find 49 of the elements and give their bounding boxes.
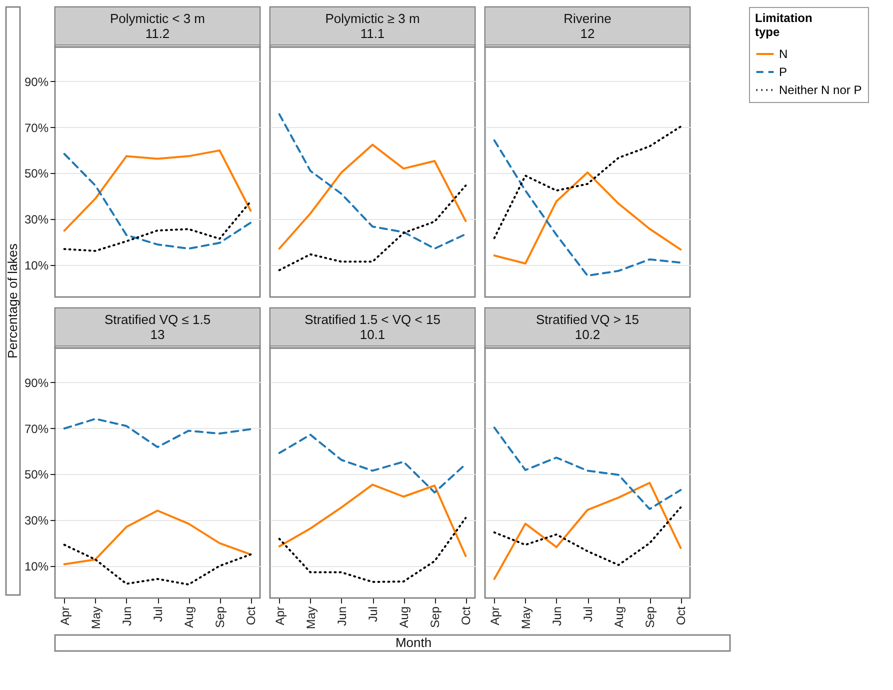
y-axis-title: Percentage of lakes <box>5 243 20 358</box>
x-tick-label: Apr <box>272 606 287 626</box>
x-tick-label: Oct <box>674 606 688 626</box>
x-tick-label: Oct <box>459 606 474 626</box>
y-tick-label: 90% <box>24 376 49 390</box>
x-tick-label: Jun <box>334 606 349 626</box>
x-tick-label: Sep <box>428 606 442 628</box>
line-series <box>63 152 252 250</box>
legend-label: P <box>779 65 788 79</box>
chart-title: Stratified VQ > 15 10.2 <box>536 312 639 342</box>
legend-label: N <box>779 47 788 61</box>
y-tick-label: 50% <box>24 166 49 181</box>
x-tick-label: Sep <box>643 606 658 628</box>
chart-title: Stratified 1.5 < VQ < 15 10.1 <box>304 312 440 342</box>
legend-label: Neither N nor P <box>779 83 862 97</box>
line-series <box>63 544 252 586</box>
x-tick-label: Jun <box>120 606 134 626</box>
y-tick-label: 50% <box>24 468 49 482</box>
x-tick-label: May <box>518 606 533 630</box>
x-tick-label: Sep <box>213 606 228 628</box>
chart-title: Polymictic ≥ 3 m 11.1 <box>325 11 420 41</box>
line-series <box>63 149 252 232</box>
y-tick-label: 30% <box>24 212 49 227</box>
line-series <box>63 510 252 566</box>
chart-title: Riverine 12 <box>564 11 612 41</box>
chart-title: Stratified VQ ≤ 1.5 13 <box>104 312 211 342</box>
x-tick-label: Oct <box>244 606 258 626</box>
x-tick-label: Aug <box>612 606 626 628</box>
y-tick-label: 10% <box>24 258 49 272</box>
x-tick-label: Jul <box>151 606 165 622</box>
x-tick-label: Jul <box>581 606 595 622</box>
x-tick-label: Aug <box>182 606 196 628</box>
y-tick-label: 70% <box>24 120 49 135</box>
x-tick-label: Apr <box>58 606 72 626</box>
y-tick-label: 70% <box>24 422 49 436</box>
x-tick-label: Jul <box>366 606 380 622</box>
x-axis-title: Month <box>395 635 432 650</box>
x-tick-label: Aug <box>397 606 412 628</box>
legend-title: Limitation type <box>755 11 812 39</box>
x-tick-label: Jun <box>550 606 564 626</box>
line-series <box>63 200 252 252</box>
x-tick-label: May <box>304 606 318 630</box>
y-tick-label: 90% <box>24 74 49 89</box>
y-tick-label: 10% <box>24 559 49 574</box>
x-tick-label: Apr <box>488 606 502 626</box>
y-tick-label: 30% <box>24 514 49 528</box>
x-tick-label: May <box>88 606 103 630</box>
chart-title: Polymictic < 3 m 11.2 <box>110 11 205 41</box>
line-series <box>63 418 252 448</box>
